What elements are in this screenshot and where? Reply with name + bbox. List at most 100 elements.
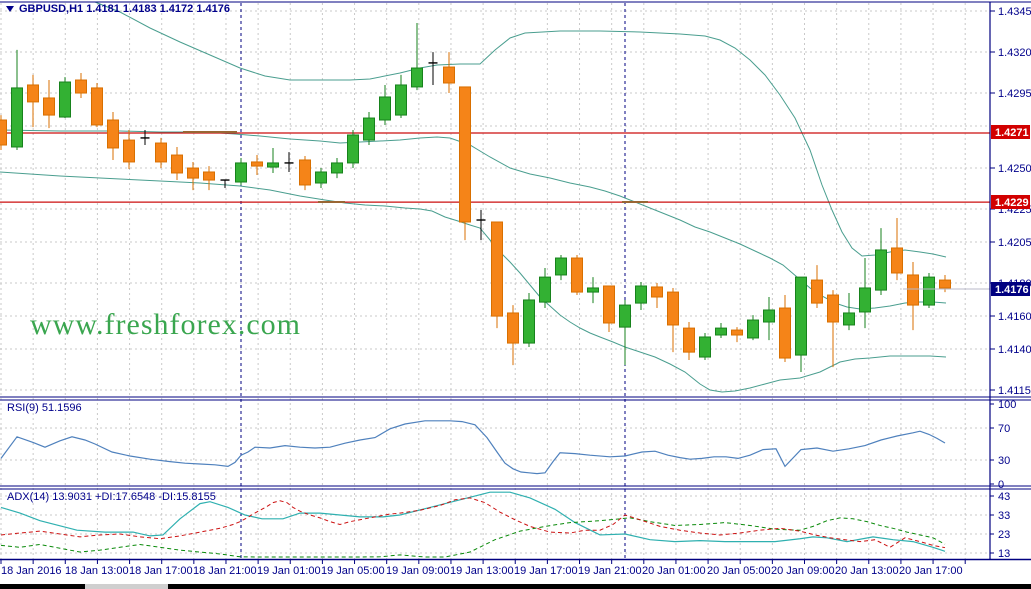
- time-axis-label: 18 Jan 2016: [1, 565, 62, 577]
- price-badge: [991, 282, 1030, 296]
- candle-bullish: [395, 84, 407, 116]
- candle-bearish: [75, 79, 87, 94]
- candle-bearish: [251, 161, 263, 167]
- adx-axis-label: 23: [998, 529, 1010, 541]
- adx-axis-label: 13: [998, 548, 1010, 560]
- candle-bullish: [59, 81, 71, 118]
- candle-bullish: [331, 162, 343, 174]
- candle-bearish: [0, 119, 7, 146]
- bollinger-upper-band: [94, 1, 947, 258]
- price-axis-label: 1.4295: [998, 88, 1031, 100]
- chevron-down-icon: [6, 6, 14, 12]
- price-axis-label: 1.4160: [998, 311, 1031, 323]
- candle-bullish: [715, 327, 727, 336]
- rsi-axis-label: 30: [998, 455, 1010, 467]
- candle-bullish: [843, 312, 855, 326]
- candle-bearish: [123, 139, 135, 163]
- taskbar-edge-segment: [85, 584, 168, 589]
- candle-bullish: [347, 134, 359, 164]
- time-axis-label: 19 Jan 01:00: [257, 565, 321, 577]
- time-axis-label: 18 Jan 21:00: [193, 565, 257, 577]
- candle-bullish: [923, 276, 935, 306]
- candle-bullish: [699, 336, 711, 358]
- candle-bearish: [811, 279, 823, 304]
- taskbar-edge-segment: [0, 584, 85, 589]
- taskbar-edge-segment: [168, 584, 1031, 589]
- time-axis-label: 19 Jan 13:00: [450, 565, 514, 577]
- time-axis-label: 19 Jan 09:00: [386, 565, 450, 577]
- rsi-axis-label: 0: [998, 479, 1004, 491]
- candle-bearish: [459, 86, 471, 223]
- candle-bearish: [443, 66, 455, 84]
- candle-bullish: [875, 249, 887, 291]
- price-badge: [991, 195, 1030, 209]
- symbol-quote-line: GBPUSD,H1 1.4181 1.4183 1.4172 1.4176: [19, 3, 230, 15]
- candle-bearish: [171, 154, 183, 174]
- price-badge: [991, 125, 1030, 139]
- candle-bullish: [235, 162, 247, 183]
- price-badge-label: 1.4271: [995, 127, 1029, 139]
- price-axis-label: 1.4320: [998, 47, 1031, 59]
- candle-bearish: [155, 142, 167, 163]
- time-axis-label: 20 Jan 01:00: [642, 565, 706, 577]
- price-axis-label: 1.4115: [998, 385, 1031, 397]
- candle-bullish: [539, 276, 551, 303]
- candle-bullish: [763, 309, 775, 323]
- time-axis-label: 18 Jan 13:00: [65, 565, 129, 577]
- candle-bearish: [203, 171, 215, 181]
- rsi-axis-label: 70: [998, 423, 1010, 435]
- time-axis-label: 19 Jan 17:00: [514, 565, 578, 577]
- rsi-line: [0, 420, 946, 475]
- price-badge-label: 1.4229: [995, 197, 1029, 209]
- candle-bullish: [267, 162, 279, 168]
- candle-bearish: [779, 307, 791, 359]
- candle-bullish: [859, 287, 871, 313]
- time-axis-label: 20 Jan 13:00: [835, 565, 899, 577]
- candle-bearish: [187, 167, 199, 179]
- candle-bullish: [11, 87, 23, 148]
- candle-bearish: [299, 159, 311, 186]
- time-axis-label: 20 Jan 05:00: [707, 565, 771, 577]
- candle-bearish: [651, 286, 663, 298]
- candle-bearish: [827, 294, 839, 323]
- plus-di-line: [0, 517, 946, 558]
- minus-di-line: [0, 497, 946, 549]
- candle-bullish: [523, 299, 535, 344]
- candle-bullish: [619, 304, 631, 328]
- time-axis-label: 19 Jan 21:00: [578, 565, 642, 577]
- time-axis-label: 20 Jan 09:00: [771, 565, 835, 577]
- adx-axis-label: 43: [998, 491, 1010, 503]
- price-axis-label: 1.4345: [998, 6, 1031, 18]
- candle-bearish: [683, 327, 695, 353]
- candle-bullish: [379, 96, 391, 121]
- adx-axis-label: 33: [998, 510, 1010, 522]
- adx-indicator-label: ADX(14) 13.9031 +DI:17.6548 -DI:15.8155: [7, 491, 216, 503]
- price-axis-label: 1.4250: [998, 163, 1031, 175]
- candle-bearish: [43, 97, 55, 116]
- candle-bearish: [667, 291, 679, 326]
- candle-bearish: [891, 247, 903, 274]
- candle-bearish: [907, 274, 919, 306]
- candle-bearish: [731, 329, 743, 336]
- adx-line: [0, 491, 946, 552]
- rsi-axis-label: 100: [998, 399, 1016, 411]
- rsi-indicator-label: RSI(9) 51.1596: [7, 402, 82, 414]
- price-axis-label: 1.4205: [998, 237, 1031, 249]
- candle-bullish: [363, 117, 375, 141]
- symbol-header: GBPUSD,H1 1.4181 1.4183 1.4172 1.4176: [6, 3, 230, 15]
- price-badge-label: 1.4176: [995, 284, 1029, 296]
- time-axis-label: 18 Jan 17:00: [129, 565, 193, 577]
- candle-bearish: [603, 285, 615, 324]
- candle-bearish: [107, 119, 119, 149]
- candle-bullish: [411, 67, 423, 88]
- candle-bullish: [747, 319, 759, 339]
- candle-bullish: [315, 171, 327, 184]
- candle-bearish: [507, 312, 519, 344]
- candle-bullish: [635, 285, 647, 304]
- candle-bearish: [571, 257, 583, 293]
- candle-bearish: [939, 279, 951, 289]
- candle-bearish: [27, 84, 39, 103]
- candle-bullish: [587, 287, 599, 293]
